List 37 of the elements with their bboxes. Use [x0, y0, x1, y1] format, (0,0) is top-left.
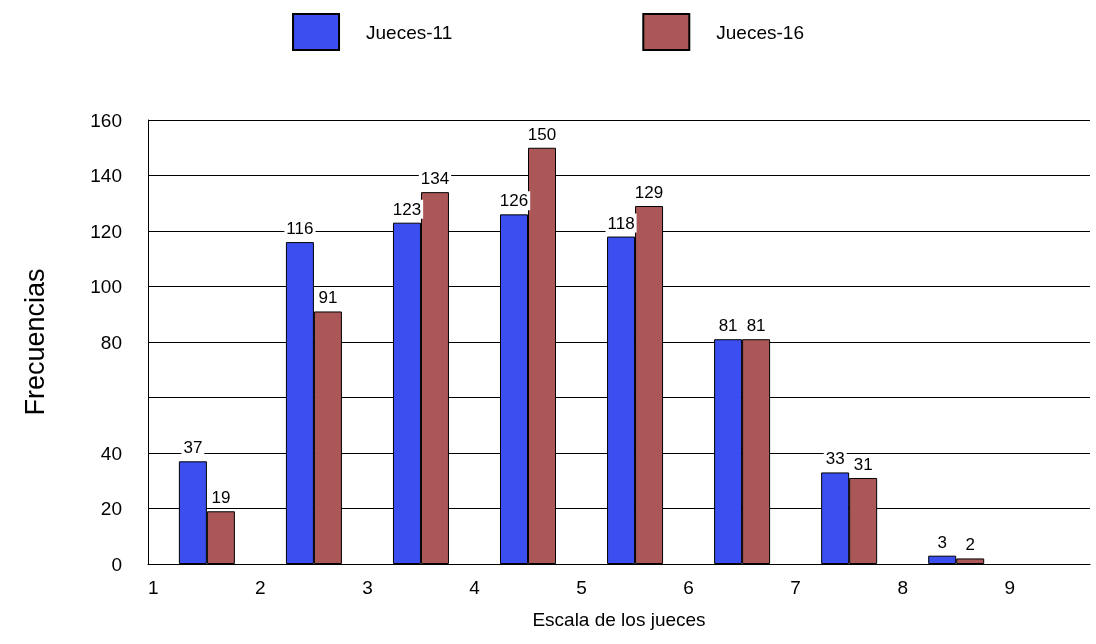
legend-label: Jueces-16 [716, 21, 804, 43]
y-tick-label: 160 [90, 109, 122, 131]
y-tick-label: 140 [90, 165, 122, 186]
data-label: 150 [527, 124, 557, 144]
data-label: 33 [825, 449, 845, 469]
data-label: 19 [211, 488, 231, 508]
x-tick-label: 2 [255, 577, 266, 598]
data-label: 81 [718, 316, 738, 336]
y-tick-label: 40 [100, 442, 122, 464]
y-tick-label: 80 [100, 331, 122, 353]
x-tick-label: 9 [1004, 577, 1015, 598]
y-tick-label: 20 [100, 498, 122, 519]
data-label: 31 [853, 454, 873, 474]
data-label: 129 [634, 183, 664, 203]
data-label: 37 [183, 438, 203, 458]
x-axis-title: Escala de los jueces [532, 609, 706, 630]
legend-label: Jueces-11 [366, 21, 453, 43]
x-tick-label: 3 [362, 577, 373, 598]
x-tick-label: 7 [790, 577, 801, 598]
x-tick-label: 6 [683, 577, 694, 598]
data-label: 81 [746, 316, 766, 336]
y-tick-label: 0 [111, 553, 122, 575]
x-tick-label: 4 [469, 577, 481, 598]
y-tick-label: 100 [90, 276, 122, 297]
y-tick-label: 120 [90, 220, 122, 242]
data-label: 3 [937, 532, 947, 552]
data-label: 123 [392, 199, 422, 219]
data-label: 116 [286, 219, 314, 239]
data-label: 126 [499, 191, 529, 211]
data-label: 118 [607, 213, 635, 233]
x-tick-label: 1 [148, 577, 159, 598]
data-label: 2 [965, 535, 975, 555]
x-tick-label: 5 [576, 577, 587, 598]
y-axis-title: Frecuencias [19, 268, 50, 416]
x-tick-label: 8 [897, 577, 908, 598]
data-label: 91 [318, 288, 338, 308]
data-label: 134 [420, 169, 450, 189]
